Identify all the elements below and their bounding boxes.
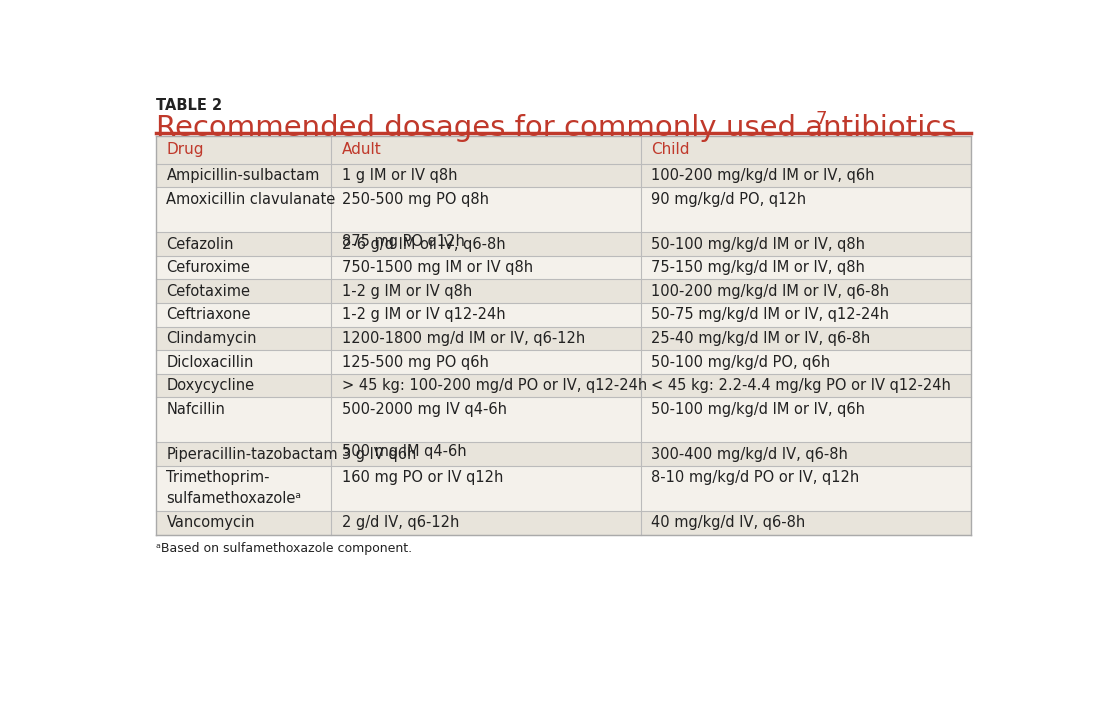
Bar — [156, 350, 971, 374]
Text: Doxycycline: Doxycycline — [166, 378, 254, 393]
Text: < 45 kg: 2.2-4.4 mg/kg PO or IV q12-24h: < 45 kg: 2.2-4.4 mg/kg PO or IV q12-24h — [651, 378, 952, 393]
Text: 500-2000 mg IV q4-6h

500 mg IM q4-6h: 500-2000 mg IV q4-6h 500 mg IM q4-6h — [342, 402, 507, 458]
Text: 1 g IM or IV q8h: 1 g IM or IV q8h — [342, 168, 458, 183]
Bar — [156, 327, 971, 350]
Text: Cefuroxime: Cefuroxime — [166, 260, 251, 275]
Text: 2 g/d IV, q6-12h: 2 g/d IV, q6-12h — [342, 515, 459, 530]
Text: Cefotaxime: Cefotaxime — [166, 284, 251, 299]
Text: 50-100 mg/kg/d IM or IV, q6h: 50-100 mg/kg/d IM or IV, q6h — [651, 402, 866, 417]
Text: Nafcillin: Nafcillin — [166, 402, 226, 417]
Text: 100-200 mg/kg/d IM or IV, q6-8h: 100-200 mg/kg/d IM or IV, q6-8h — [651, 284, 890, 299]
Text: 125-500 mg PO q6h: 125-500 mg PO q6h — [342, 354, 488, 369]
Text: 50-100 mg/kg/d IM or IV, q8h: 50-100 mg/kg/d IM or IV, q8h — [651, 237, 866, 252]
Bar — [156, 279, 971, 303]
Bar — [156, 136, 971, 163]
Text: 160 mg PO or IV q12h: 160 mg PO or IV q12h — [342, 471, 503, 486]
Text: 3 g IV q6h: 3 g IV q6h — [342, 447, 416, 462]
Bar — [156, 466, 971, 511]
Bar — [156, 256, 971, 279]
Text: Dicloxacillin: Dicloxacillin — [166, 354, 254, 369]
Text: Cefazolin: Cefazolin — [166, 237, 234, 252]
Text: Drug: Drug — [166, 143, 204, 158]
Text: 1200-1800 mg/d IM or IV, q6-12h: 1200-1800 mg/d IM or IV, q6-12h — [342, 331, 585, 346]
Text: TABLE 2: TABLE 2 — [156, 98, 222, 113]
Text: Adult: Adult — [342, 143, 382, 158]
Bar — [156, 187, 971, 232]
Text: 8-10 mg/kg/d PO or IV, q12h: 8-10 mg/kg/d PO or IV, q12h — [651, 471, 860, 486]
Text: 2-6 g/d IM or IV, q6-8h: 2-6 g/d IM or IV, q6-8h — [342, 237, 505, 252]
Bar — [156, 303, 971, 327]
Text: 1-2 g IM or IV q8h: 1-2 g IM or IV q8h — [342, 284, 472, 299]
Bar — [156, 232, 971, 256]
Text: 75-150 mg/kg/d IM or IV, q8h: 75-150 mg/kg/d IM or IV, q8h — [651, 260, 866, 275]
Text: 750-1500 mg IM or IV q8h: 750-1500 mg IM or IV q8h — [342, 260, 532, 275]
Text: Vancomycin: Vancomycin — [166, 515, 255, 530]
Text: Piperacillin-tazobactam: Piperacillin-tazobactam — [166, 447, 338, 462]
Bar — [156, 397, 971, 443]
Text: 40 mg/kg/d IV, q6-8h: 40 mg/kg/d IV, q6-8h — [651, 515, 805, 530]
Text: 90 mg/kg/d PO, q12h: 90 mg/kg/d PO, q12h — [651, 192, 806, 207]
Text: Clindamycin: Clindamycin — [166, 331, 257, 346]
Text: 50-75 mg/kg/d IM or IV, q12-24h: 50-75 mg/kg/d IM or IV, q12-24h — [651, 307, 890, 322]
Text: 250-500 mg PO q8h

875 mg PO q12h: 250-500 mg PO q8h 875 mg PO q12h — [342, 192, 488, 249]
Text: Amoxicillin clavulanate: Amoxicillin clavulanate — [166, 192, 336, 207]
Text: Ceftriaxone: Ceftriaxone — [166, 307, 251, 322]
Bar — [156, 374, 971, 397]
Text: Recommended dosages for commonly used antibiotics: Recommended dosages for commonly used an… — [156, 114, 957, 142]
Text: 100-200 mg/kg/d IM or IV, q6h: 100-200 mg/kg/d IM or IV, q6h — [651, 168, 874, 183]
Text: Trimethoprim-
sulfamethoxazoleᵃ: Trimethoprim- sulfamethoxazoleᵃ — [166, 471, 301, 506]
Text: 1-2 g IM or IV q12-24h: 1-2 g IM or IV q12-24h — [342, 307, 505, 322]
Bar — [156, 163, 971, 187]
Text: ᵃBased on sulfamethoxazole component.: ᵃBased on sulfamethoxazole component. — [156, 542, 412, 555]
Text: 300-400 mg/kg/d IV, q6-8h: 300-400 mg/kg/d IV, q6-8h — [651, 447, 848, 462]
Bar — [156, 442, 971, 466]
Text: Child: Child — [651, 143, 690, 158]
Text: 7: 7 — [815, 111, 827, 128]
Bar — [156, 511, 971, 535]
Text: 50-100 mg/kg/d PO, q6h: 50-100 mg/kg/d PO, q6h — [651, 354, 830, 369]
Text: Ampicillin-sulbactam: Ampicillin-sulbactam — [166, 168, 320, 183]
Text: 25-40 mg/kg/d IM or IV, q6-8h: 25-40 mg/kg/d IM or IV, q6-8h — [651, 331, 871, 346]
Text: > 45 kg: 100-200 mg/d PO or IV, q12-24h: > 45 kg: 100-200 mg/d PO or IV, q12-24h — [342, 378, 647, 393]
